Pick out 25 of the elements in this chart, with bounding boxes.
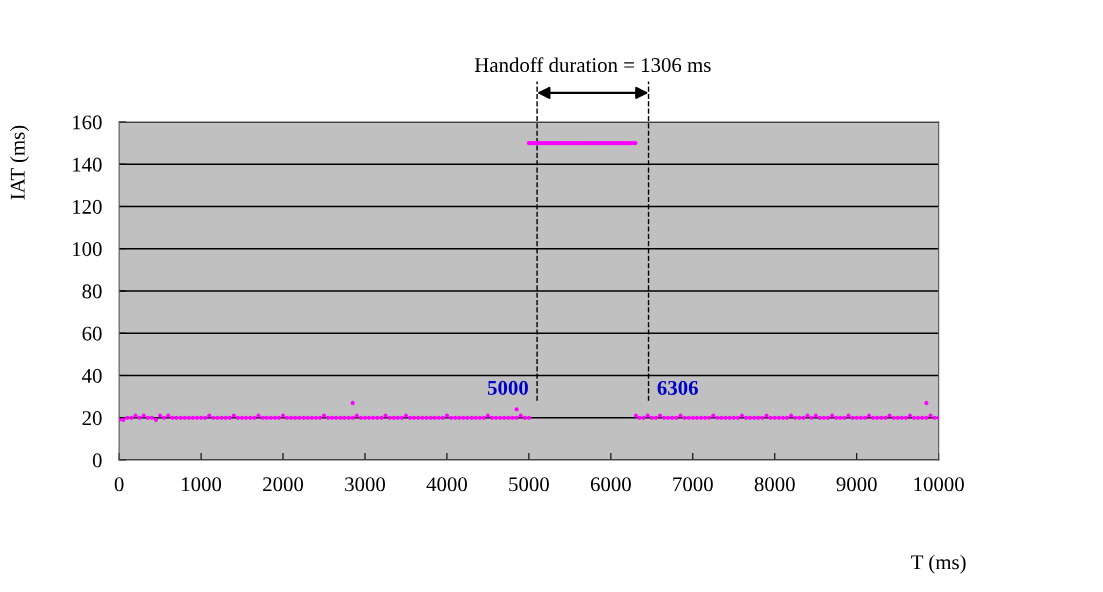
y-tick-label: 0 (92, 453, 102, 468)
text: Handoff duration = 1306 ms (474, 57, 711, 73)
x-tick-label: 9000 (836, 477, 877, 492)
x-tick-label: 3000 (345, 477, 386, 492)
x-tick-label: 6000 (590, 477, 631, 492)
x-tick-label: 0 (114, 477, 124, 492)
y-tick-label: 100 (73, 242, 102, 257)
y-tick-label: 160 (73, 115, 102, 130)
x-tick-label: 7000 (673, 477, 713, 492)
x-tick-label: 10000 (914, 477, 964, 492)
annotation: 5000 (487, 380, 528, 395)
y-tick-label: 140 (73, 157, 102, 172)
y-tick-label: 60 (82, 326, 102, 341)
y-tick-label: 120 (73, 199, 102, 214)
y-tick-label: 40 (82, 368, 102, 383)
y-tick-label: 80 (82, 284, 102, 299)
x-tick-label: 2000 (263, 477, 304, 492)
y-tick-label: 20 (82, 411, 102, 426)
x-tick-label: 1000 (182, 477, 222, 492)
x-tick-label: 5000 (509, 477, 549, 492)
x-tick-label: 4000 (426, 477, 467, 492)
annotation: 6306 (657, 380, 698, 395)
x-axis-title: T (ms) (911, 554, 966, 574)
x-tick-label: 8000 (754, 477, 795, 492)
y-axis-title: IAT (ms) (10, 125, 29, 200)
